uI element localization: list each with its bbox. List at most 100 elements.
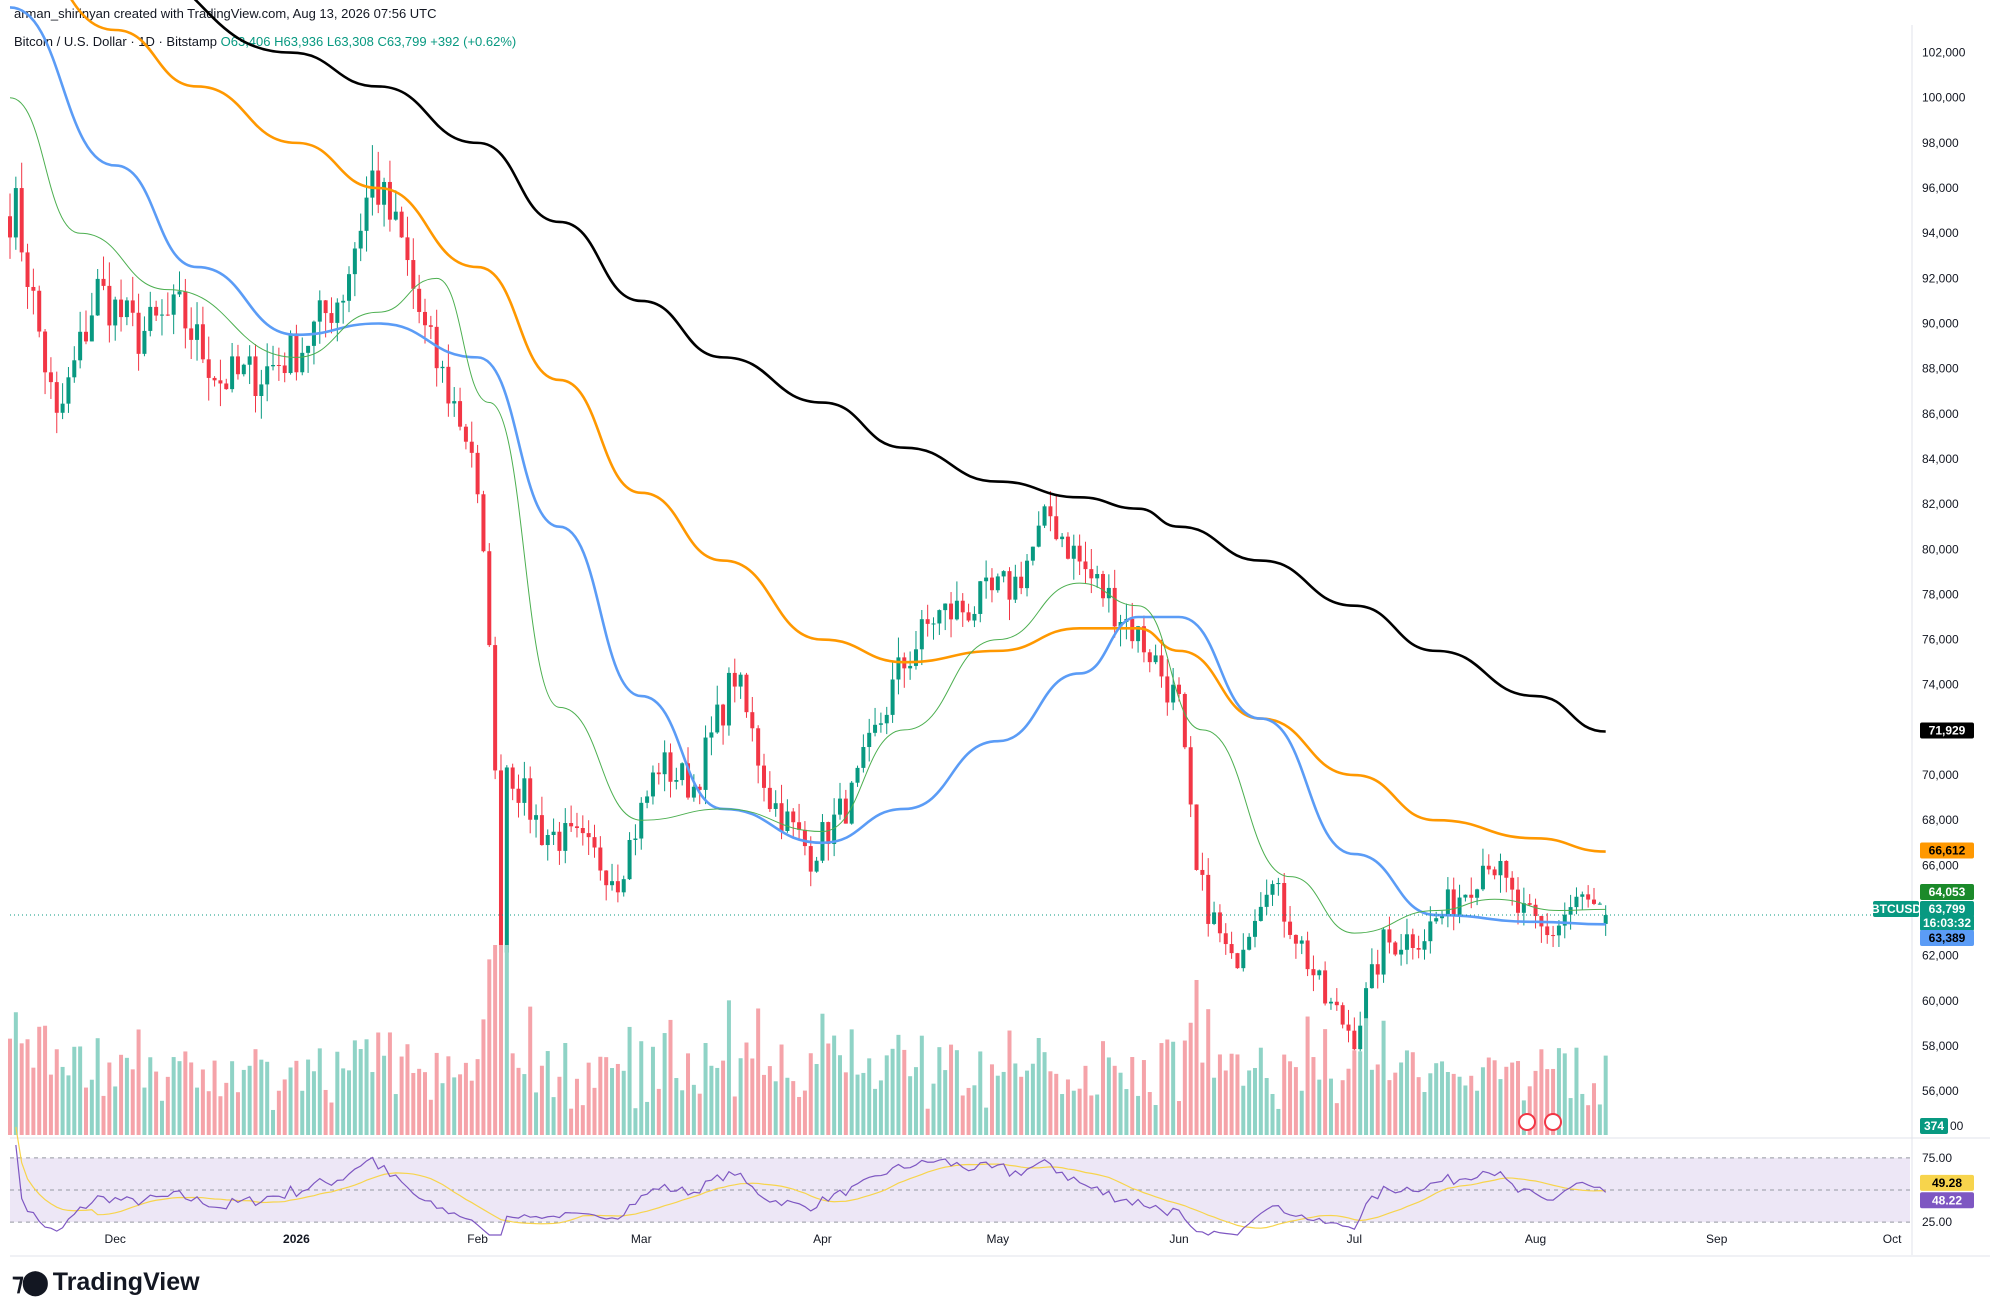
volume-bar bbox=[1095, 1094, 1100, 1135]
volume-bar bbox=[1147, 1092, 1152, 1135]
candle-body bbox=[861, 747, 866, 768]
candle-body bbox=[335, 302, 340, 323]
symbol-legend[interactable]: Bitcoin / U.S. Dollar · 1D · Bitstamp O6… bbox=[14, 34, 516, 49]
y-tick-label: 92,000 bbox=[1922, 271, 1959, 285]
candle-body bbox=[1346, 1024, 1351, 1031]
candle-body bbox=[721, 704, 726, 726]
volume-bar bbox=[674, 1078, 679, 1135]
candle-body bbox=[1434, 918, 1439, 922]
candle-body bbox=[680, 763, 685, 781]
candle-body bbox=[393, 211, 398, 220]
ma-200-line bbox=[193, 0, 1606, 733]
candle-body bbox=[347, 274, 352, 301]
x-tick-label: May bbox=[986, 1232, 1009, 1246]
volume-bar bbox=[580, 1105, 585, 1135]
volume-bar bbox=[1112, 1065, 1117, 1135]
volume-bar bbox=[732, 1096, 737, 1135]
candle-body bbox=[399, 211, 404, 238]
volume-bar bbox=[469, 1080, 474, 1135]
candle-body bbox=[1422, 941, 1427, 950]
volume-bar bbox=[1025, 1070, 1030, 1135]
candle-body bbox=[563, 823, 568, 851]
volume-bar bbox=[481, 1019, 486, 1135]
volume-bar bbox=[744, 1042, 749, 1135]
economic-event-icon[interactable] bbox=[1544, 1113, 1562, 1131]
candle-body bbox=[662, 752, 667, 775]
volume-bar bbox=[1498, 1079, 1503, 1135]
candle-body bbox=[867, 732, 872, 748]
candle-body bbox=[411, 260, 416, 289]
y-tick-label: 68,000 bbox=[1922, 813, 1959, 827]
volume-bar bbox=[417, 1068, 422, 1135]
candle-body bbox=[1510, 877, 1515, 890]
volume-bar bbox=[1580, 1093, 1585, 1135]
candle-body bbox=[1451, 889, 1456, 917]
volume-bar bbox=[393, 1094, 398, 1135]
volume-bar bbox=[276, 1090, 281, 1135]
ohlc-values: O63,406 H63,936 L63,308 C63,799 +392 (+0… bbox=[220, 34, 517, 49]
volume-bar bbox=[253, 1049, 258, 1135]
candle-body bbox=[1136, 626, 1141, 642]
candle-body bbox=[288, 333, 293, 374]
tradingview-brand[interactable]: ⁊⬤ TradingView bbox=[12, 1268, 200, 1297]
candle-body bbox=[709, 732, 714, 738]
volume-bar bbox=[1451, 1073, 1456, 1135]
candle-body bbox=[528, 778, 533, 820]
volume-bar bbox=[148, 1057, 153, 1135]
volume-bar bbox=[849, 1029, 854, 1135]
volume-bar bbox=[615, 1063, 620, 1135]
candle-body bbox=[621, 879, 626, 893]
volume-bar bbox=[1182, 1040, 1187, 1135]
candle-body bbox=[1568, 907, 1573, 915]
volume-bar bbox=[604, 1057, 609, 1135]
volume-bar bbox=[1054, 1073, 1059, 1135]
volume-bar bbox=[382, 1055, 387, 1135]
candle-body bbox=[1159, 655, 1164, 677]
volume-bar bbox=[370, 1072, 375, 1135]
candle-body bbox=[31, 286, 36, 291]
volume-bar bbox=[1516, 1061, 1521, 1135]
volume-bar bbox=[908, 1076, 913, 1135]
volume-bar bbox=[1071, 1090, 1076, 1135]
y-tick-label: 88,000 bbox=[1922, 362, 1959, 376]
candle-body bbox=[522, 778, 527, 803]
candle-body bbox=[890, 679, 895, 715]
candle-body bbox=[428, 325, 433, 327]
candle-body bbox=[1165, 676, 1170, 703]
candle-body bbox=[1229, 944, 1234, 954]
volume-bar bbox=[1042, 1052, 1047, 1135]
candle-body bbox=[165, 314, 170, 316]
volume-bar bbox=[352, 1040, 357, 1135]
volume-bar bbox=[1434, 1063, 1439, 1135]
candle-body bbox=[1591, 899, 1596, 904]
volume-bar bbox=[1328, 1078, 1333, 1135]
rsi-ma-line bbox=[15, 1126, 1606, 1229]
volume-bar bbox=[1293, 1067, 1298, 1135]
candle-body bbox=[884, 714, 889, 724]
candle-body bbox=[873, 724, 878, 733]
countdown-tag-label: 16:03:32 bbox=[1923, 916, 1971, 930]
candle-body bbox=[200, 324, 205, 360]
candle-body bbox=[715, 704, 720, 733]
ma100-tag-label: 66,612 bbox=[1929, 844, 1966, 858]
volume-bar bbox=[1013, 1063, 1018, 1135]
candle-body bbox=[534, 815, 539, 820]
volume-bar bbox=[165, 1076, 170, 1135]
candle-body bbox=[1065, 536, 1070, 559]
volume-bar bbox=[1404, 1050, 1409, 1135]
candle-body bbox=[1410, 934, 1415, 949]
candle-body bbox=[1317, 970, 1322, 976]
volume-bar bbox=[452, 1077, 457, 1135]
volume-bar bbox=[1556, 1048, 1561, 1135]
volume-bar bbox=[1165, 1039, 1170, 1135]
candle-body bbox=[142, 330, 147, 354]
ma200-tag: 71,929 bbox=[1920, 722, 1974, 739]
volume-bar bbox=[820, 1013, 825, 1135]
y-tick-label: 82,000 bbox=[1922, 497, 1959, 511]
rsi-pane[interactable] bbox=[10, 1126, 1910, 1236]
volume-bar bbox=[1311, 1057, 1316, 1135]
rsi-line bbox=[15, 1144, 1607, 1236]
candle-body bbox=[949, 603, 954, 620]
economic-event-icon[interactable] bbox=[1518, 1113, 1536, 1131]
